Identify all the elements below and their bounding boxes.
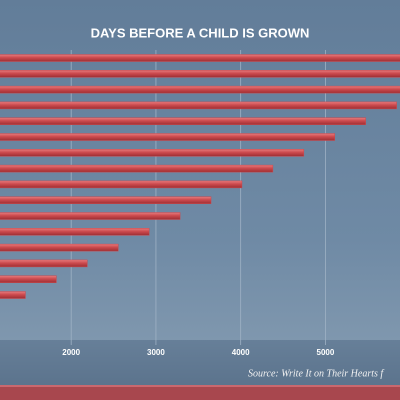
bar — [0, 212, 181, 220]
boardwalk — [0, 385, 400, 400]
x-tick-label: 4000 — [232, 348, 250, 357]
chart-title: DAYS BEFORE A CHILD IS GROWN — [91, 25, 310, 40]
bar — [0, 133, 335, 141]
bar — [0, 291, 26, 299]
x-tick-label: 2000 — [62, 348, 80, 357]
x-tick-label: 3000 — [147, 348, 165, 357]
bar — [0, 117, 366, 125]
bar — [0, 70, 400, 78]
bar — [0, 243, 119, 252]
bar — [0, 196, 212, 204]
bar — [0, 228, 150, 236]
bar — [0, 275, 57, 283]
bar — [0, 85, 400, 94]
bar — [0, 164, 274, 173]
bar — [0, 149, 305, 157]
bar — [0, 259, 88, 268]
x-tick-label: 5000 — [317, 348, 335, 357]
source: Source: Write It on Their Hearts f — [248, 368, 384, 379]
sea — [0, 340, 400, 385]
bar — [0, 54, 400, 62]
bar — [0, 101, 397, 110]
bar — [0, 180, 243, 189]
